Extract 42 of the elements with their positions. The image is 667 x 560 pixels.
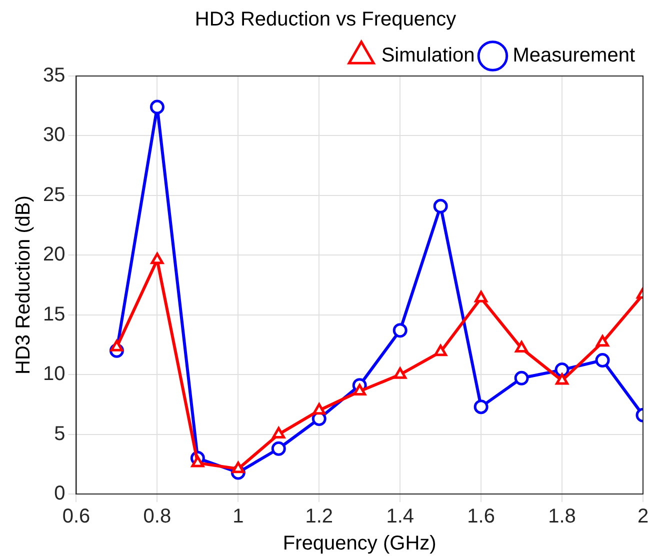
point [596, 335, 609, 347]
point [514, 370, 529, 386]
point [150, 100, 164, 114]
x-tick-label: 1 [232, 506, 244, 528]
point [554, 362, 570, 378]
x-tick-label: 1.2 [305, 506, 334, 528]
x-tick-label: 1.8 [548, 506, 576, 528]
point [515, 341, 528, 353]
point [394, 367, 407, 379]
point [272, 427, 286, 439]
y-tick-label: 35 [42, 64, 66, 87]
y-tick-label: 25 [42, 184, 66, 206]
point [433, 198, 448, 214]
y-tick-label: 10 [42, 363, 66, 386]
point [556, 373, 568, 385]
point [232, 462, 245, 474]
point [392, 323, 408, 338]
point [150, 252, 164, 264]
point [271, 441, 286, 456]
x-tick-label: 0.6 [62, 506, 90, 528]
x-axis-title: Frequency (GHz) [282, 532, 436, 555]
legend-label: Simulation [381, 44, 475, 67]
y-axis-title: HD3 Reduction (dB) [12, 196, 35, 374]
x-tick-label: 0.8 [143, 506, 172, 528]
y-tick-label: 15 [42, 303, 66, 326]
chart-title: HD3 Reduction vs Frequency [194, 8, 456, 31]
point [474, 290, 488, 302]
point [110, 340, 124, 352]
point [353, 384, 366, 396]
x-tick-label: 2 [637, 506, 649, 528]
point [312, 403, 326, 415]
point [191, 456, 204, 468]
x-tick-label: 1.6 [467, 506, 495, 528]
y-tick-label: 0 [54, 482, 66, 505]
point [474, 400, 488, 414]
x-tick-label: 1.4 [386, 506, 414, 528]
y-tick-label: 20 [42, 244, 66, 266]
point [595, 352, 610, 368]
y-tick-label: 30 [42, 124, 66, 146]
point [434, 344, 448, 356]
legend-label: Measurement [512, 44, 636, 67]
y-tick-label: 5 [54, 422, 66, 445]
